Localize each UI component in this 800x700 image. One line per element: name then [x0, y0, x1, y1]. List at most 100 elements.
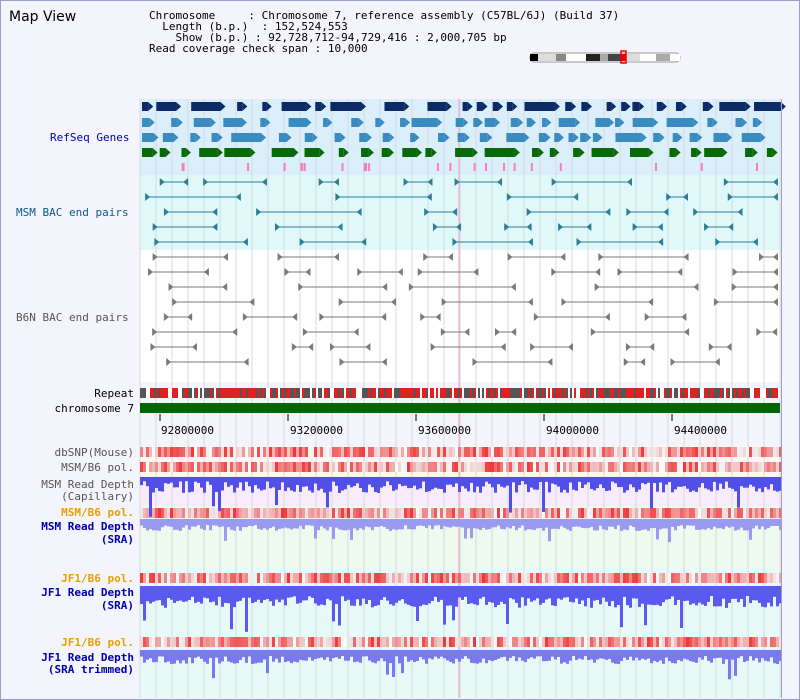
- heat-cell: [674, 462, 677, 472]
- heat-cell: [608, 637, 611, 647]
- depth-bar: [542, 519, 545, 531]
- heat-cell: [680, 462, 683, 472]
- depth-bar: [689, 519, 692, 526]
- depth-bar: [212, 519, 215, 526]
- repeat-segment: [578, 388, 580, 398]
- repeat-segment: [156, 388, 158, 398]
- depth-bar: [470, 650, 473, 663]
- heat-cell: [779, 447, 782, 457]
- heat-cell: [401, 573, 404, 583]
- depth-bar: [449, 650, 452, 662]
- depth-bar: [767, 650, 770, 662]
- depth-bar: [758, 586, 761, 603]
- heat-cell: [566, 637, 569, 647]
- repeat-segment: [654, 388, 656, 398]
- depth-bar: [329, 586, 332, 601]
- heat-cell: [176, 447, 179, 457]
- heat-cell: [662, 508, 665, 518]
- depth-bar: [173, 477, 176, 488]
- repeat-segment: [666, 388, 668, 398]
- depth-bar: [155, 477, 158, 489]
- heat-cell: [530, 508, 533, 518]
- depth-bar: [533, 477, 536, 490]
- heat-cell: [416, 462, 419, 472]
- heat-cell: [641, 462, 644, 472]
- heat-cell: [770, 573, 773, 583]
- heat-cell: [239, 637, 242, 647]
- depth-bar: [731, 586, 734, 599]
- heat-cell: [323, 447, 326, 457]
- depth-bar: [734, 650, 737, 676]
- heat-cell: [497, 637, 500, 647]
- depth-bar: [692, 586, 695, 604]
- depth-bar: [326, 586, 329, 599]
- depth-bar: [191, 477, 194, 492]
- bac-end-marker: [626, 208, 632, 216]
- heat-cell: [446, 447, 449, 457]
- track-label-b6n-bac[interactable]: B6N BAC end pairs: [16, 311, 129, 324]
- depth-bar: [230, 519, 233, 530]
- track-label-refseq[interactable]: RefSeq Genes: [50, 131, 130, 144]
- heat-cell: [245, 508, 248, 518]
- depth-bar: [257, 519, 260, 529]
- track-label-msm-bac[interactable]: MSM BAC end pairs: [16, 206, 129, 219]
- heat-cell: [515, 573, 518, 583]
- depth-bar: [776, 650, 779, 664]
- ideogram-band: [622, 54, 626, 61]
- heat-cell: [599, 637, 602, 647]
- depth-bar: [746, 586, 749, 597]
- depth-bar: [695, 586, 698, 606]
- gene-exon: [156, 102, 177, 111]
- depth-bar: [509, 477, 512, 513]
- repeat-segment: [680, 388, 682, 398]
- depth-bar: [173, 519, 176, 530]
- heat-cell: [434, 508, 437, 518]
- depth-bar: [239, 519, 242, 531]
- heat-cell: [617, 447, 620, 457]
- repeat-segment: [638, 388, 640, 398]
- depth-bar: [626, 519, 629, 531]
- depth-bar: [518, 477, 521, 486]
- repeat-segment: [266, 388, 268, 398]
- gene-arrow: [757, 118, 763, 127]
- repeat-segment: [534, 388, 536, 398]
- heat-cell: [314, 462, 317, 472]
- heat-cell: [413, 637, 416, 647]
- depth-bar: [683, 650, 686, 659]
- heat-cell: [542, 447, 545, 457]
- heat-cell: [722, 462, 725, 472]
- heat-cell: [362, 447, 365, 457]
- repeat-segment: [300, 388, 302, 398]
- repeat-segment: [144, 388, 146, 398]
- gene-exon: [538, 133, 546, 142]
- depth-bar: [569, 650, 572, 661]
- depth-bar: [761, 519, 764, 527]
- heat-cell: [416, 508, 419, 518]
- heat-cell: [173, 573, 176, 583]
- heat-cell: [284, 573, 287, 583]
- heat-cell: [554, 637, 557, 647]
- heat-cell: [533, 462, 536, 472]
- heat-cell: [680, 573, 683, 583]
- heat-cell: [266, 637, 269, 647]
- heat-cell: [230, 637, 233, 647]
- repeat-segment: [620, 388, 622, 398]
- heat-cell: [734, 637, 737, 647]
- heat-cell: [248, 573, 251, 583]
- depth-bar: [494, 650, 497, 661]
- depth-bar: [260, 477, 263, 491]
- track-label-msm-pol-2: MSM/B6 pol.: [61, 506, 134, 519]
- repeat-segment: [704, 388, 706, 398]
- heat-cell: [632, 447, 635, 457]
- heat-cell: [488, 508, 491, 518]
- heat-cell: [716, 508, 719, 518]
- heat-cell: [233, 508, 236, 518]
- depth-bar: [491, 477, 494, 488]
- repeat-segment: [322, 388, 324, 398]
- heat-cell: [188, 508, 191, 518]
- heat-cell: [482, 637, 485, 647]
- heat-cell: [482, 447, 485, 457]
- depth-bar: [749, 519, 752, 540]
- heat-cell: [557, 462, 560, 472]
